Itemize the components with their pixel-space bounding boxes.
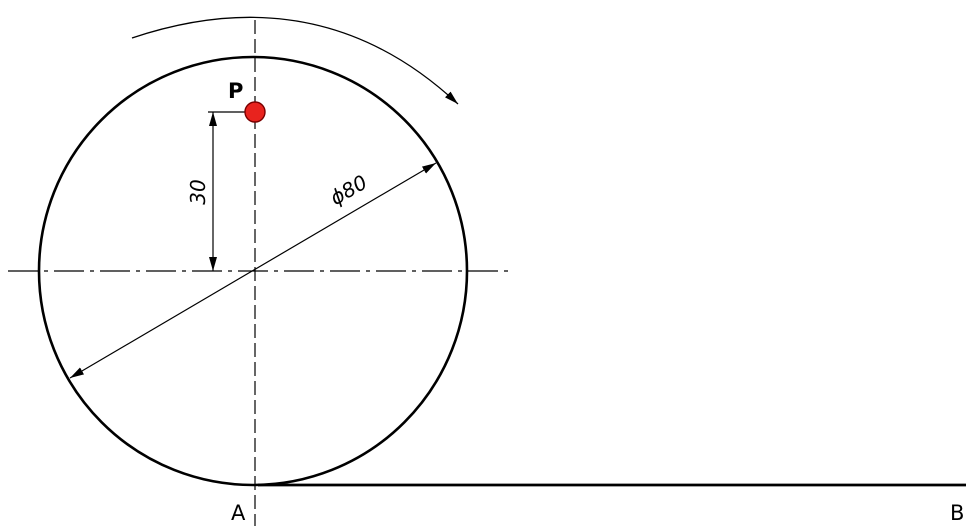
point-p-marker <box>244 101 266 123</box>
diameter-dimension-line <box>69 162 437 379</box>
rolling-circle <box>37 55 469 487</box>
dimension-label-30: 30 <box>186 179 210 204</box>
point-a-label: A <box>231 501 246 525</box>
rotation-direction-arc <box>131 16 459 105</box>
point-p-label: P <box>228 79 243 103</box>
dimension-label-diameter: ϕ80 <box>326 170 371 210</box>
point-b-label: B <box>950 501 964 525</box>
